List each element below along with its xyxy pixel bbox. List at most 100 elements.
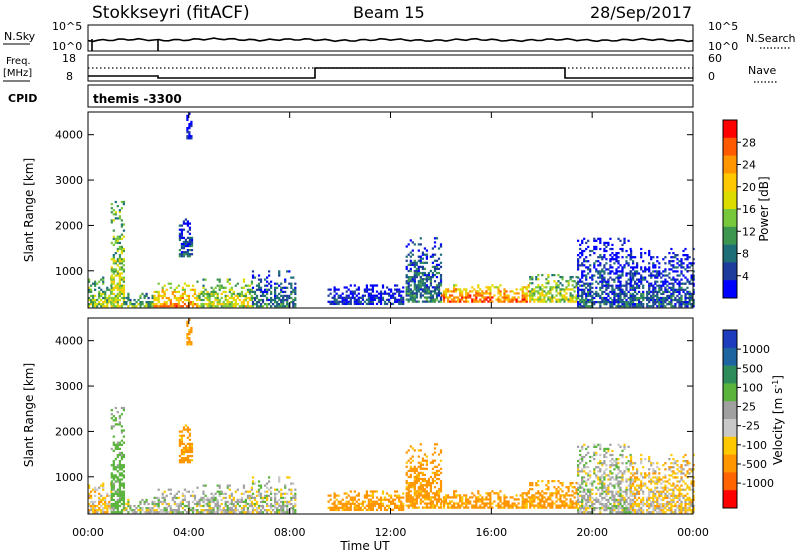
echo-cell [167,282,170,285]
echo-cell [632,504,635,508]
echo-cell [621,474,624,477]
echo-cell [537,480,540,483]
echo-cell [629,274,632,277]
echo-cell [617,462,620,465]
echo-cell [585,305,588,308]
echo-cell [692,247,695,251]
echo-cell [487,288,490,291]
echo-cell [565,280,568,283]
echo-cell [200,292,203,296]
echo-cell [208,507,211,510]
echo-cell [339,506,342,509]
echo-cell [630,284,633,287]
echo-cell [609,453,612,457]
echo-cell [381,490,385,493]
echo-cell [182,459,186,462]
echo-cell [632,262,635,265]
echo-cell [145,509,148,512]
echo-cell [648,274,651,277]
echo-cell [636,272,639,275]
echo-cell [499,490,502,493]
echo-cell [605,490,608,493]
echo-cell [439,502,443,505]
echo-cell [248,296,252,300]
echo-cell [505,296,508,299]
echo-cell [409,284,412,287]
echo-cell [118,284,122,287]
echo-cell [525,498,528,501]
echo-cell [116,455,119,459]
echo-cell [547,488,550,491]
echo-cell [664,290,667,294]
echo-cell [539,296,542,299]
echo-cell [541,498,544,501]
echo-cell [503,506,506,509]
echo-cell [122,464,126,467]
echo-cell [190,253,194,256]
echo-cell [257,488,261,491]
echo-cell [116,470,119,473]
echo-cell [226,278,229,281]
echo-cell [621,511,624,514]
echo-cell [228,301,231,304]
echo-cell [188,432,192,435]
echo-cell [433,492,437,495]
echo-cell [402,502,405,505]
echo-cell [255,511,259,514]
echo-cell [157,296,160,300]
echo-cell [250,280,254,283]
echo-cell [165,509,168,512]
echo-cell [666,298,669,302]
echo-cell [236,509,239,512]
echo-cell [100,305,103,308]
echo-cell [583,288,586,291]
echo-cell [190,124,193,128]
echo-cell [114,423,117,426]
echo-cell [88,296,91,300]
echo-cell [377,292,381,295]
echo-cell [112,286,115,289]
echo-cell [413,480,416,483]
echo-cell [186,337,189,340]
echo-cell [557,490,560,493]
echo-cell [642,500,645,504]
echo-cell [238,504,241,508]
echo-cell [351,296,354,299]
echo-cell [523,286,526,289]
echo-cell [178,440,182,443]
echo-cell [110,305,113,308]
echo-cell [579,453,582,457]
echo-cell [479,500,482,503]
echo-cell [427,300,431,303]
echo-cell [242,509,246,512]
echo-cell [413,269,416,273]
echo-cell [487,492,490,495]
echo-cell [98,496,101,500]
echo-cell [581,272,584,275]
echo-cell [642,496,645,500]
echo-cell [575,284,578,287]
echo-cell [489,492,492,495]
echo-cell [425,280,429,283]
echo-cell [431,461,435,464]
echo-cell [369,294,373,297]
echo-cell [585,447,588,451]
echo-cell [642,482,645,485]
echo-cell [355,294,358,297]
echo-cell [589,249,592,253]
echo-cell [355,500,358,503]
echo-cell [173,294,176,298]
echo-cell [104,301,107,304]
echo-cell [545,292,548,295]
echo-cell [402,496,405,499]
echo-cell [625,507,628,510]
echo-cell [206,504,209,508]
echo-cell [429,506,433,509]
echo-cell [451,504,454,507]
echo-cell [607,500,610,504]
echo-cell [551,296,554,299]
echo-cell [676,298,679,302]
echo-cell [230,294,233,298]
echo-cell [357,508,360,512]
echo-cell [116,509,119,512]
